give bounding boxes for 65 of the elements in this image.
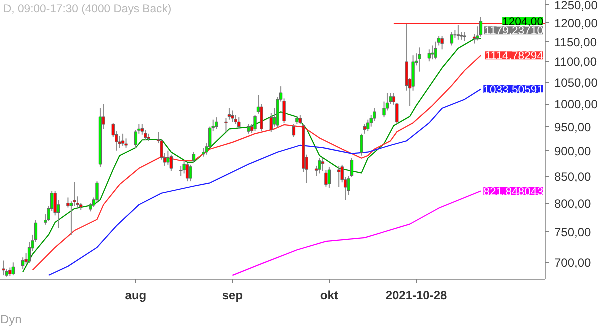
candlestick <box>456 24 460 40</box>
candlestick <box>472 34 476 44</box>
candlestick <box>189 164 192 182</box>
y-tick-label: 850,00 <box>554 170 592 184</box>
candlestick <box>450 32 454 46</box>
candlestick <box>328 166 332 188</box>
candlestick <box>418 47 422 72</box>
candlestick <box>214 117 218 130</box>
candlestick <box>363 124 366 134</box>
candlestick <box>192 152 196 164</box>
candlestick <box>231 110 234 123</box>
candlestick <box>21 257 25 270</box>
candlestick <box>298 114 302 125</box>
y-tick-label: 1100,00 <box>554 55 598 70</box>
annotation: 1204,00 <box>502 16 544 28</box>
candlestick <box>434 41 438 60</box>
candlestick <box>440 36 444 50</box>
candlestick <box>228 108 232 120</box>
data-label: 821,848043 <box>484 186 544 198</box>
y-tick-label: 1150,00 <box>554 35 598 50</box>
y-tick-label: 700,00 <box>554 256 592 270</box>
x-tick-label: aug <box>125 288 147 302</box>
y-tick-label: 1000,00 <box>554 98 598 112</box>
candlestick <box>318 158 322 174</box>
y-tick-label: 1050,00 <box>554 76 598 90</box>
candlestick <box>66 197 70 208</box>
candlestick <box>170 154 174 172</box>
x-tick-label: okt <box>320 288 338 302</box>
candlestick <box>428 49 431 62</box>
y-tick-label: 900,00 <box>554 144 592 158</box>
candlestick <box>360 133 364 156</box>
y-tick-label: 950,00 <box>554 120 592 134</box>
candlestick <box>270 112 273 133</box>
candlestick <box>2 260 6 276</box>
y-tick-label: 750,00 <box>554 225 592 240</box>
candlestick <box>324 170 328 188</box>
candlestick <box>12 262 15 276</box>
x-tick-label: sep <box>222 288 244 302</box>
chart-title: D, 09:00-17:30 (4000 Days Back) <box>4 4 172 16</box>
candlestick <box>292 124 296 138</box>
candlestick <box>254 114 257 132</box>
candlestick <box>350 158 354 178</box>
data-label: 1033,50591 <box>484 84 544 96</box>
line-series <box>48 88 482 276</box>
candlestick <box>96 181 99 203</box>
candlestick <box>234 114 238 125</box>
candlestick <box>238 117 241 130</box>
candlestick <box>479 16 483 38</box>
candlestick <box>121 133 125 146</box>
candlestick <box>366 119 370 132</box>
candlestick <box>166 150 170 166</box>
candlestick <box>124 138 128 148</box>
candlestick <box>321 158 325 172</box>
text: Dyn <box>0 312 22 326</box>
candlestick <box>224 118 228 133</box>
candlestick <box>186 162 190 182</box>
candlestick <box>247 124 250 134</box>
line-series <box>232 190 482 276</box>
y-tick-label: 1200,00 <box>554 16 598 30</box>
y-tick-label: 1250,00 <box>554 0 598 12</box>
candlestick <box>180 165 183 177</box>
candlestick <box>118 136 122 149</box>
y-tick-label: 800,00 <box>554 196 592 211</box>
x-tick-label: 2021-10-28 <box>386 288 448 302</box>
candlestick <box>338 165 341 188</box>
